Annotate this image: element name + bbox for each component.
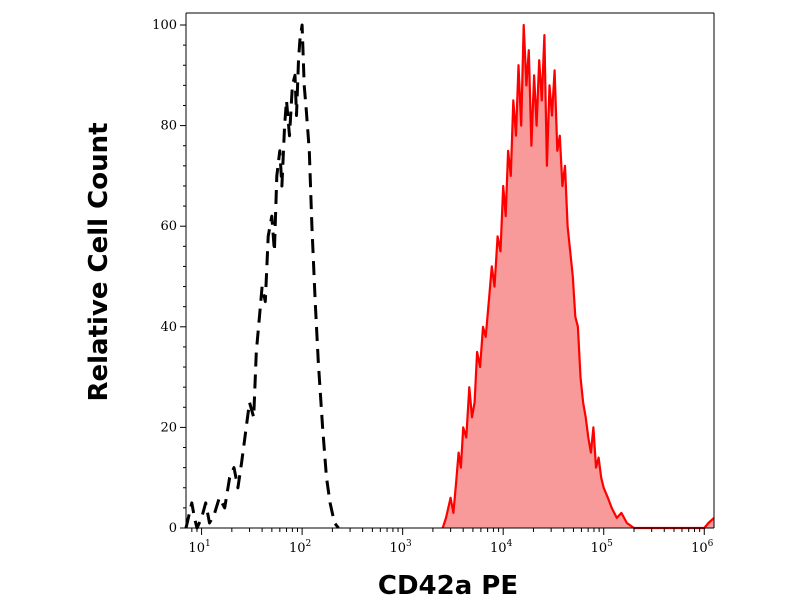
x-tick-exponent: 4: [507, 539, 513, 549]
x-tick-exponent: 6: [708, 539, 714, 549]
x-tick-label: 101: [188, 539, 210, 556]
y-tick-label: 0: [169, 521, 177, 536]
x-tick-exponent: 2: [306, 539, 312, 549]
x-tick-base: 10: [490, 541, 507, 556]
x-tick-exponent: 5: [607, 539, 613, 549]
y-tick-label: 80: [160, 119, 177, 134]
y-tick-label: 100: [152, 18, 177, 33]
y-axis-title: Relative Cell Count: [84, 122, 114, 401]
x-tick-label: 104: [490, 539, 513, 556]
x-tick-label: 105: [591, 539, 614, 556]
x-tick-base: 10: [591, 541, 608, 556]
plot-area: [184, 23, 715, 530]
x-tick-exponent: 1: [205, 539, 211, 549]
series-1-fill: [442, 25, 714, 528]
x-tick-base: 10: [691, 541, 708, 556]
x-tick-exponent: 3: [406, 539, 412, 549]
series-1-line: [441, 23, 715, 530]
x-axis-title: CD42a PE: [378, 571, 518, 600]
series-0-line: [184, 23, 340, 530]
x-tick-base: 10: [289, 541, 306, 556]
y-tick-label: 40: [160, 320, 177, 335]
y-tick-label: 20: [160, 420, 177, 435]
y-tick-label: 60: [160, 219, 177, 234]
x-tick-label: 106: [691, 539, 714, 556]
x-tick-label: 103: [390, 539, 413, 556]
x-tick-label: 102: [289, 539, 311, 556]
x-tick-base: 10: [188, 541, 205, 556]
x-tick-base: 10: [390, 541, 407, 556]
